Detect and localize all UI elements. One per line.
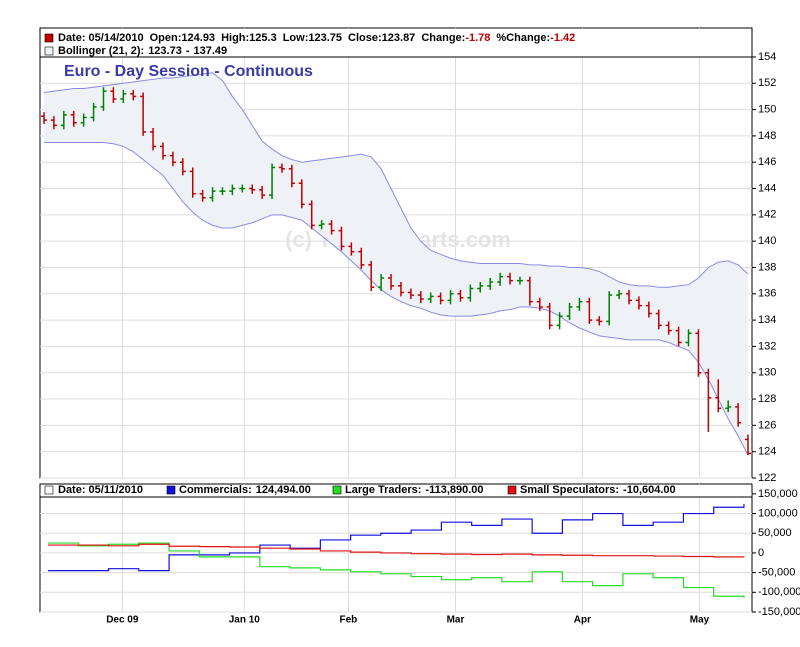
legend-item: Low: bbox=[283, 32, 309, 44]
y-tick-label: -50,000 bbox=[758, 567, 795, 579]
legend-item: Bollinger (21, 2): bbox=[58, 45, 144, 57]
y-tick-label: 138 bbox=[758, 261, 776, 273]
legend-item: 124.93 bbox=[181, 32, 215, 44]
legend-swatch bbox=[507, 485, 517, 495]
y-tick-label: 142 bbox=[758, 209, 776, 221]
y-tick-label: 150 bbox=[758, 103, 776, 115]
y-tick-label: 134 bbox=[758, 314, 776, 326]
legend: Date: 05/14/2010 Open:124.93 High:125.3 Low… bbox=[44, 32, 676, 496]
x-tick-label: May bbox=[690, 615, 710, 626]
y-tick-label: 154 bbox=[758, 51, 776, 63]
x-tick-label: Mar bbox=[447, 615, 465, 626]
legend-text: Bollinger (21, 2): 123.73-137.49 bbox=[58, 45, 227, 57]
cot-line bbox=[48, 543, 745, 558]
legend-item: Small Speculators: bbox=[520, 484, 619, 496]
legend-item: 123.75 bbox=[308, 32, 342, 44]
legend-item: Large Traders: bbox=[345, 484, 421, 496]
legend-item: 125.3 bbox=[249, 32, 277, 44]
x-tick-label: Dec 09 bbox=[106, 615, 139, 626]
legend-item: -1.42 bbox=[550, 32, 575, 44]
legend-swatch bbox=[166, 485, 176, 495]
legend-item: Change: bbox=[421, 32, 465, 44]
y-tick-label: 152 bbox=[758, 77, 776, 89]
y-tick-label: 144 bbox=[758, 182, 776, 194]
y-tick-label: -150,000 bbox=[758, 606, 800, 618]
band-fill bbox=[43, 72, 749, 456]
cot-panel bbox=[39, 483, 753, 613]
legend-item: - bbox=[186, 45, 190, 57]
y-tick-label: 126 bbox=[758, 419, 776, 431]
x-tick-label: Jan 10 bbox=[229, 615, 261, 626]
legend-item: Commercials: bbox=[179, 484, 252, 496]
chart-title: Euro - Day Session - Continuous bbox=[64, 63, 313, 80]
legend-item: 124,494.00 bbox=[256, 484, 311, 496]
legend-swatch bbox=[44, 485, 54, 495]
legend-item: 137.49 bbox=[194, 45, 228, 57]
legend-swatch bbox=[44, 33, 54, 43]
legend-text: Date: 05/14/2010 Open:124.93 High:125.3 Low… bbox=[58, 32, 575, 44]
cot-line bbox=[48, 542, 745, 598]
legend-text: Date: 05/11/2010 bbox=[58, 484, 143, 496]
y-tick-label: 0 bbox=[758, 547, 764, 559]
y-tick-label: 100,000 bbox=[758, 507, 798, 519]
y-tick-label: 148 bbox=[758, 130, 776, 142]
legend-item: -113,890.00 bbox=[425, 484, 483, 496]
legend-item: Close: bbox=[348, 32, 382, 44]
legend-text: Large Traders: -113,890.00 bbox=[345, 484, 484, 496]
band-upper bbox=[43, 72, 749, 288]
band-lower bbox=[43, 141, 749, 456]
legend-item: High: bbox=[221, 32, 249, 44]
cot-line bbox=[48, 503, 745, 572]
y-tick-label: 50,000 bbox=[758, 527, 792, 539]
y-tick-label: 130 bbox=[758, 367, 776, 379]
legend-text: Small Speculators: -10,604.00 bbox=[520, 484, 676, 496]
legend-swatch bbox=[44, 46, 54, 56]
y-tick-label: 150,000 bbox=[758, 488, 798, 500]
legend-item: Date: 05/14/2010 bbox=[58, 32, 144, 44]
y-tick-label: 146 bbox=[758, 156, 776, 168]
legend-text: Commercials: 124,494.00 bbox=[179, 484, 311, 496]
y-tick-label: 124 bbox=[758, 446, 776, 458]
legend-swatch bbox=[332, 485, 342, 495]
legend-item: -10,604.00 bbox=[623, 484, 676, 496]
legend-item: %Change: bbox=[496, 32, 550, 44]
y-tick-label: 132 bbox=[758, 340, 776, 352]
x-tick-label: Apr bbox=[574, 615, 591, 626]
y-tick-label: 122 bbox=[758, 472, 776, 484]
x-tick-label: Feb bbox=[340, 615, 358, 626]
legend-item: 123.87 bbox=[382, 32, 416, 44]
y-tick-label: 136 bbox=[758, 288, 776, 300]
legend-item: Open: bbox=[150, 32, 182, 44]
y-tick-label: 140 bbox=[758, 235, 776, 247]
legend-item: 123.73 bbox=[148, 45, 182, 57]
legend-bg bbox=[41, 485, 751, 497]
marks bbox=[40, 72, 752, 598]
legend-bg bbox=[41, 29, 751, 57]
legend-item: -1.78 bbox=[465, 32, 490, 44]
y-tick-label: 128 bbox=[758, 393, 776, 405]
y-tick-label: -100,000 bbox=[758, 586, 800, 598]
